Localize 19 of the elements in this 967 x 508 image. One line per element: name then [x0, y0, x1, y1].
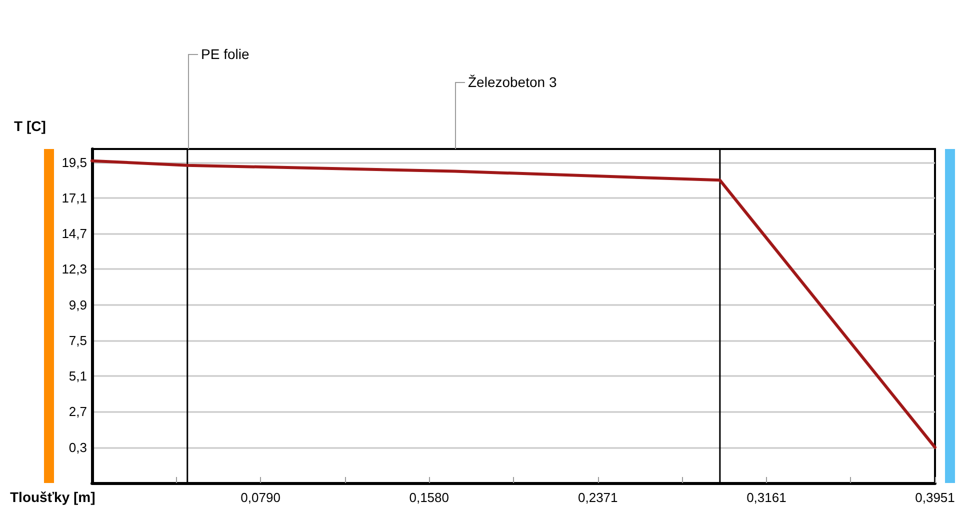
text: PE folie	[201, 46, 250, 62]
y-tick-label: 2,7	[68, 404, 87, 420]
y-tick-label: 7,5	[68, 332, 87, 348]
y-tick-label: 9,9	[68, 297, 87, 312]
y-tick-label: 12,3	[62, 262, 87, 277]
x-tick-label: 0,0790	[240, 490, 280, 505]
x-tick-label: 0,2371	[578, 490, 618, 505]
y-tick-label: 5,1	[68, 368, 87, 384]
y-tick-label: 14,7	[62, 226, 87, 242]
text: Železobeton 3	[468, 74, 557, 90]
y-axis-title: T [C]	[14, 118, 46, 134]
x-tick-label: 0,3161	[746, 490, 786, 505]
y-tick-label: 0,3	[68, 440, 87, 455]
line-series	[90, 159, 936, 449]
y-tick-label: 19,5	[62, 154, 87, 170]
x-tick-label: 0,3951	[915, 490, 955, 505]
y-tick-label: 17,1	[62, 190, 87, 206]
x-tick-label: 0,1580	[409, 490, 449, 505]
x-axis-title: Tloušťky [m]	[10, 489, 96, 505]
